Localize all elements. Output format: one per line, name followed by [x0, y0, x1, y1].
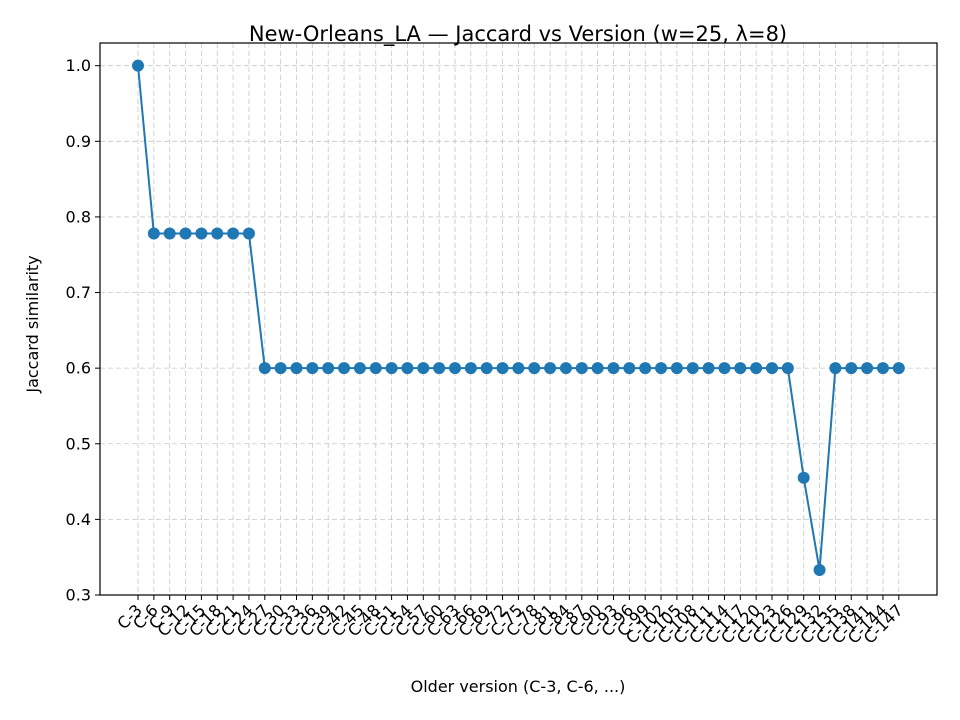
data-point — [480, 362, 493, 375]
data-point — [433, 362, 446, 375]
data-point — [147, 227, 160, 240]
data-point — [813, 564, 826, 577]
data-point — [734, 362, 747, 375]
y-tick-label: 0.3 — [66, 586, 91, 605]
data-point — [417, 362, 430, 375]
series-jaccard — [132, 59, 905, 577]
data-point — [369, 362, 382, 375]
data-point — [242, 227, 255, 240]
data-point — [306, 362, 319, 375]
data-point — [607, 362, 620, 375]
data-point — [322, 362, 335, 375]
grid — [100, 43, 937, 596]
data-point — [718, 362, 731, 375]
data-point — [401, 362, 414, 375]
chart-title: New-Orleans_LA — Jaccard vs Version (w=2… — [249, 22, 787, 47]
y-tick-label: 1.0 — [66, 56, 91, 75]
data-point — [892, 362, 905, 375]
data-point — [163, 227, 176, 240]
data-point — [623, 362, 636, 375]
y-tick-label: 0.9 — [66, 132, 91, 151]
data-point — [528, 362, 541, 375]
data-point — [766, 362, 778, 375]
data-point — [591, 362, 604, 375]
data-point — [496, 362, 509, 375]
data-point — [829, 362, 842, 375]
data-point — [211, 227, 224, 240]
data-point — [512, 362, 525, 375]
data-point — [639, 362, 652, 375]
y-tick-label: 0.4 — [66, 510, 91, 529]
data-point — [353, 362, 366, 375]
y-tick-label: 0.7 — [66, 283, 91, 302]
data-point — [258, 362, 271, 375]
data-point — [464, 362, 477, 375]
data-point — [274, 362, 287, 375]
data-point — [385, 362, 398, 375]
y-tick-label: 0.8 — [66, 207, 91, 226]
data-point — [861, 362, 874, 375]
data-point — [575, 362, 588, 375]
data-point — [544, 362, 557, 375]
data-point — [338, 362, 351, 375]
data-point — [195, 227, 208, 240]
data-point — [132, 59, 144, 72]
data-point — [845, 362, 858, 375]
x-axis-label: Older version (C-3, C-6, ...) — [411, 677, 626, 696]
data-point — [876, 362, 889, 375]
data-point — [750, 362, 763, 375]
y-axis-label: Jaccard similarity — [23, 255, 42, 393]
data-point — [655, 362, 668, 375]
x-axis-ticks: C-3C-6C-9C-12C-15C-18C-21C-24C-27C-30C-3… — [113, 595, 907, 648]
data-point — [449, 362, 461, 375]
data-point — [227, 227, 240, 240]
data-point — [797, 471, 810, 484]
data-point — [781, 362, 794, 375]
data-point — [290, 362, 303, 375]
y-axis-ticks: 0.3 0.4 0.5 0.6 0.7 0.8 0.9 1.0 — [66, 56, 100, 605]
y-tick-label: 0.5 — [66, 434, 91, 453]
y-tick-label: 0.6 — [66, 359, 91, 378]
data-point — [559, 362, 572, 375]
data-point — [702, 362, 715, 375]
data-point — [179, 227, 192, 240]
data-point — [670, 362, 683, 375]
data-point — [686, 362, 699, 375]
